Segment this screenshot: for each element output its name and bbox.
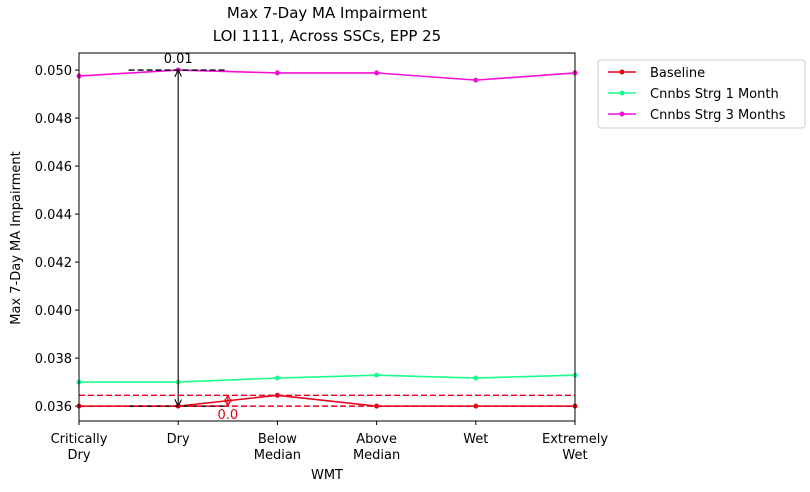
y-tick-label: 0.046 <box>35 160 72 175</box>
point <box>374 372 380 378</box>
legend-label: Cnnbs Strg 3 Months <box>650 108 786 123</box>
y-tick-label: 0.050 <box>35 64 72 79</box>
legend-marker <box>619 69 625 75</box>
point <box>274 375 280 381</box>
y-tick-label: 0.036 <box>35 400 72 415</box>
series-line <box>79 394 575 407</box>
annotation-label: 0.01 <box>164 52 193 67</box>
x-tick-label: Below Median <box>254 432 301 463</box>
x-tick-label: Critically Dry <box>51 432 108 463</box>
point <box>473 375 479 381</box>
y-tick-label: 0.044 <box>35 208 72 223</box>
legend-box <box>597 59 806 129</box>
point <box>374 70 380 76</box>
annotation-label: 0.0 <box>217 408 238 423</box>
x-axis-label: WMT <box>311 468 343 483</box>
legend-marker <box>619 90 625 96</box>
x-tick-label: Above Median <box>353 432 400 463</box>
series-line <box>79 374 576 383</box>
series-line <box>78 69 576 81</box>
plot-frame <box>78 52 576 422</box>
point <box>473 77 479 83</box>
y-tick-label: 0.038 <box>35 352 72 367</box>
legend-label: Cnnbs Strg 1 Month <box>650 87 779 102</box>
x-tick-label: Extremely Wet <box>542 432 608 463</box>
chart-title: Max 7-Day MA Impairment <box>227 4 427 22</box>
x-tick-label: Wet <box>463 432 488 447</box>
legend-label: Baseline <box>650 66 705 81</box>
x-tick-label: Dry <box>167 432 190 447</box>
y-axis-label: Max 7-Day MA Impairment <box>9 151 24 324</box>
y-tick-label: 0.042 <box>35 256 72 271</box>
legend-marker <box>619 111 625 117</box>
chart-subtitle: LOI 1111, Across SSCs, EPP 25 <box>213 27 441 45</box>
y-tick-label: 0.048 <box>35 112 72 127</box>
point <box>274 70 280 76</box>
y-tick-label: 0.040 <box>35 304 72 319</box>
